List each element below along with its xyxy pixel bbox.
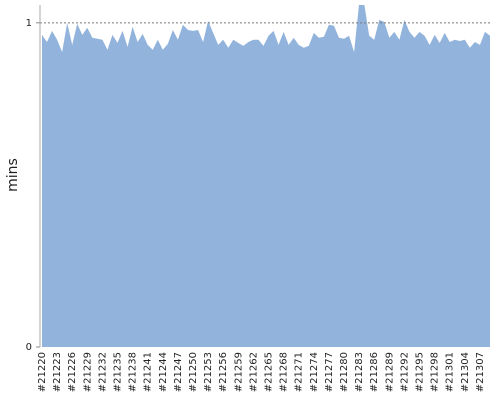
x-tick-label: #21259 (233, 352, 244, 392)
x-tick-label: #21247 (173, 352, 184, 392)
area (42, 5, 490, 347)
x-tick-label: #21232 (97, 352, 108, 392)
x-tick-label: #21292 (399, 352, 410, 392)
x-tick-label: #21289 (384, 352, 395, 392)
x-tick-label: #21226 (67, 352, 78, 392)
x-tick-label: #21250 (188, 352, 199, 392)
x-tick-label: #21223 (52, 352, 63, 392)
x-tick-label: #21268 (279, 352, 290, 392)
x-tick-label: #21283 (354, 352, 365, 392)
x-tick-label: #21253 (203, 352, 214, 392)
x-tick-label: #21244 (158, 352, 169, 392)
y-tick-label: 1 (26, 18, 32, 29)
x-tick-label: #21262 (248, 352, 259, 392)
y-tick-label: 0 (26, 342, 32, 353)
x-tick-label: #21241 (143, 352, 154, 392)
x-tick-label: #21307 (475, 352, 486, 392)
x-tick-label: #21295 (415, 352, 426, 392)
x-tick-label: #21271 (294, 352, 305, 392)
x-tick-label: #21238 (128, 352, 139, 392)
x-tick-label: #21298 (430, 352, 441, 392)
x-tick-label: #21220 (37, 352, 48, 392)
x-tick-label: #21235 (113, 352, 124, 392)
x-tick-label: #21229 (82, 352, 93, 392)
x-tick-label: #21301 (445, 352, 456, 392)
x-tick-label: #21256 (218, 352, 229, 392)
x-tick-label: #21304 (460, 352, 471, 392)
y-axis-label: mins (5, 158, 21, 192)
x-tick-label: #21277 (324, 352, 335, 392)
x-tick-label: #21280 (339, 352, 350, 392)
x-tick-label: #21265 (264, 352, 275, 392)
x-tick-label: #21274 (309, 352, 320, 392)
x-tick-label: #21286 (369, 352, 380, 392)
